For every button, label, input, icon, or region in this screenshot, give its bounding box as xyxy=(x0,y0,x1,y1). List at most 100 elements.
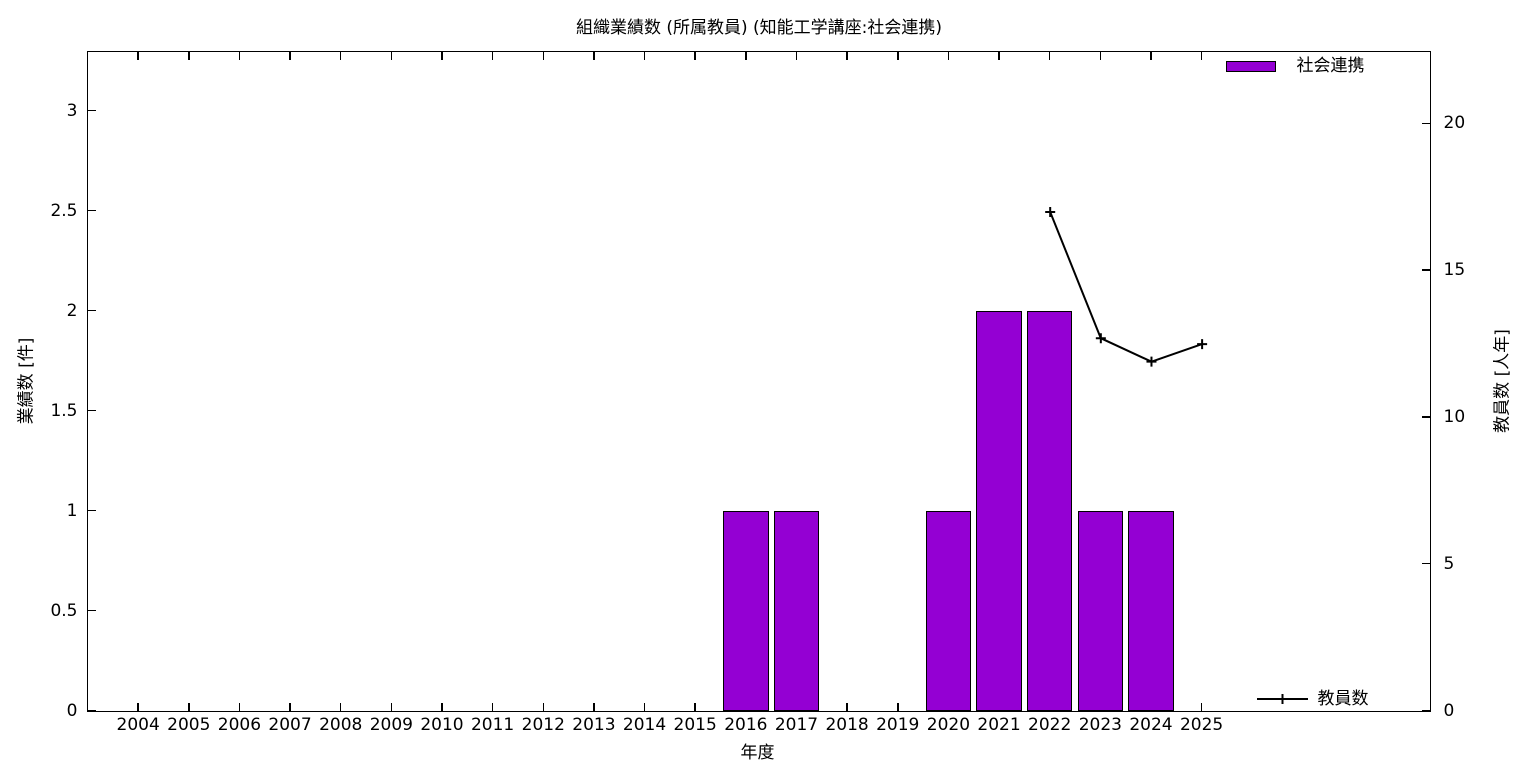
line-point-marker xyxy=(1095,332,1106,343)
line-point-marker xyxy=(1196,338,1207,349)
y2-tick-label: 10 xyxy=(1443,406,1466,427)
x-tick-mirror xyxy=(795,51,798,60)
x-tick-label: 2012 xyxy=(521,714,565,735)
y2-tick-label: 15 xyxy=(1443,260,1466,281)
x-tick xyxy=(694,702,696,711)
x-tick-label: 2020 xyxy=(926,714,971,735)
x-tick-label: 2015 xyxy=(673,714,717,735)
x-tick-label: 2005 xyxy=(167,714,211,735)
x-tick-label: 2006 xyxy=(217,714,262,735)
y-tick-label: 1 xyxy=(66,500,78,521)
x-tick xyxy=(188,702,190,711)
x-tick-label: 2010 xyxy=(420,714,464,735)
x-tick-mirror xyxy=(897,51,899,60)
y-tick xyxy=(87,309,96,312)
y2-tick xyxy=(1421,709,1430,712)
x-axis-label: 年度 xyxy=(740,743,775,763)
x-tick-label: 2022 xyxy=(1028,714,1072,735)
x-tick-label: 2019 xyxy=(876,714,920,735)
y-tick xyxy=(87,509,96,512)
x-tick-mirror xyxy=(491,51,494,60)
x-tick-mirror xyxy=(593,51,595,60)
x-tick-label: 2014 xyxy=(622,714,667,735)
x-tick xyxy=(643,702,646,711)
x-tick-mirror xyxy=(289,51,291,60)
y-axis-label: 業績数 [件] xyxy=(16,337,37,425)
x-tick xyxy=(390,702,393,711)
x-tick xyxy=(238,702,241,711)
x-tick-mirror xyxy=(947,51,950,60)
x-tick xyxy=(339,702,342,711)
x-tick-mirror xyxy=(339,51,342,60)
x-tick-label: 2021 xyxy=(977,714,1021,735)
bar xyxy=(1128,510,1174,711)
chart-title: 組織業績数 (所属教員) (知能工学講座:社会連携) xyxy=(575,18,943,38)
y-tick-label: 0 xyxy=(66,700,78,721)
x-tick-label: 2018 xyxy=(825,714,869,735)
y-tick xyxy=(87,609,96,612)
y-tick-label: 2 xyxy=(66,300,78,321)
legend-line-sample-marker xyxy=(1277,693,1287,704)
legend-swatch-bar-series xyxy=(1225,60,1276,72)
x-tick-mirror xyxy=(1048,51,1051,60)
y2-tick xyxy=(1421,269,1430,271)
x-tick-label: 2023 xyxy=(1078,714,1122,735)
x-tick xyxy=(593,702,595,711)
x-tick xyxy=(491,702,494,711)
x-tick-mirror xyxy=(643,51,646,60)
x-tick-label: 2024 xyxy=(1129,714,1173,735)
x-tick-mirror xyxy=(1099,51,1102,60)
y-tick-label: 1.5 xyxy=(50,400,78,421)
x-tick xyxy=(441,702,443,711)
x-tick-mirror xyxy=(998,51,1000,60)
bar xyxy=(1077,510,1124,711)
x-tick-label: 2007 xyxy=(268,714,312,735)
bar xyxy=(1026,310,1073,711)
x-tick-mirror xyxy=(441,51,443,60)
x-tick-mirror xyxy=(1150,51,1152,60)
line-point-marker xyxy=(1044,206,1055,217)
x-tick-mirror xyxy=(188,51,190,60)
x-tick-label: 2016 xyxy=(724,714,768,735)
x-tick-label: 2009 xyxy=(369,714,413,735)
x-tick xyxy=(1200,702,1203,711)
bar xyxy=(976,310,1022,711)
bar xyxy=(773,510,820,711)
y2-tick xyxy=(1421,562,1430,565)
x-tick-mirror xyxy=(238,51,241,60)
y-tick xyxy=(87,409,96,412)
x-tick xyxy=(897,702,899,711)
x-tick xyxy=(137,702,139,711)
bar xyxy=(723,510,769,711)
x-tick-mirror xyxy=(390,51,393,60)
x-tick-label: 2017 xyxy=(774,714,819,735)
line-point-marker xyxy=(1145,356,1156,367)
x-tick-label: 2008 xyxy=(319,714,363,735)
legend-label-bar-series: 社会連携 xyxy=(1296,55,1365,76)
y2-tick-label: 20 xyxy=(1443,113,1466,134)
x-tick-label: 2013 xyxy=(572,714,616,735)
y-tick-label: 3 xyxy=(66,100,78,121)
y2-tick xyxy=(1421,416,1430,418)
x-tick-mirror xyxy=(745,51,747,60)
x-tick-mirror xyxy=(137,51,139,60)
x-tick-label: 2004 xyxy=(116,714,160,735)
y2-tick-label: 0 xyxy=(1443,700,1455,721)
y2-tick-label: 5 xyxy=(1443,553,1455,574)
x-tick-mirror xyxy=(846,51,848,60)
x-tick xyxy=(846,702,848,711)
x-tick-label: 2011 xyxy=(470,714,515,735)
y-tick xyxy=(87,709,96,712)
y-tick xyxy=(87,209,96,212)
x-tick xyxy=(289,702,291,711)
y2-tick xyxy=(1421,122,1430,125)
y-tick xyxy=(87,109,96,112)
line-series-path xyxy=(1048,211,1202,363)
x-tick-label: 2025 xyxy=(1179,714,1224,735)
x-tick-mirror xyxy=(542,51,545,60)
plot-area: 社会連携 教員数 2004 2005 2006 2007 2008 2009 2010 201… xyxy=(50,50,1465,735)
x-tick-mirror xyxy=(694,51,696,60)
x-tick-mirror xyxy=(1200,51,1203,60)
y-tick-label: 0.5 xyxy=(50,600,78,621)
